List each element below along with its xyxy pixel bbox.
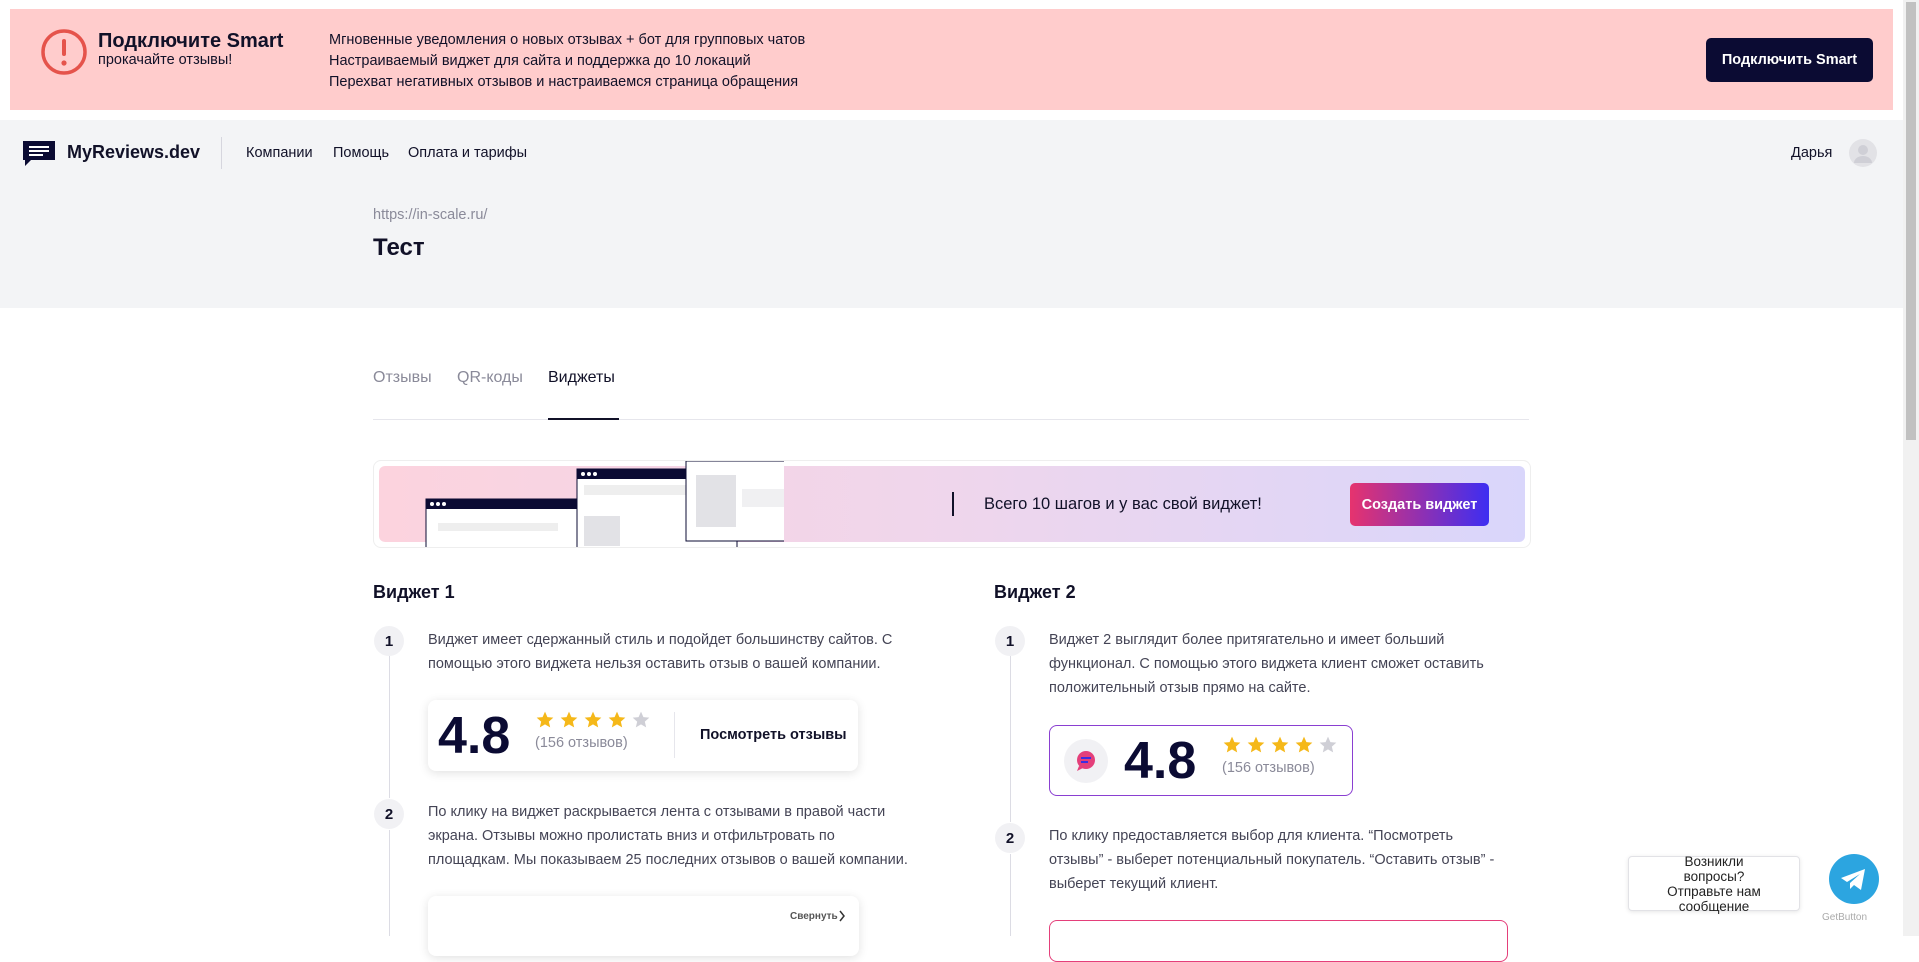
tab-active[interactable]: Виджеты [548, 369, 615, 386]
promo-text: Всего 10 шагов и у вас свой виджет! [984, 495, 1262, 513]
timeline [1010, 854, 1011, 936]
stars [535, 710, 651, 730]
step-number: 1 [374, 626, 404, 656]
smart-banner: Подключите Smart прокачайте отзывы! Мгно… [10, 9, 1893, 110]
step-text: Виджет 2 выглядит более притягательно и … [1049, 632, 1484, 696]
timeline [389, 656, 390, 798]
widget-preview[interactable]: 4.8 (156 отзывов) Посмотреть отзывы [428, 700, 858, 771]
nav-link[interactable]: Оплата и тарифы [408, 145, 528, 161]
feed-preview: Свернуть [428, 896, 859, 956]
step-text: Виджет имеет сдержанный стиль и подойдет… [428, 632, 893, 672]
step-text: По клику предоставляется выбор для клиен… [1049, 828, 1495, 892]
create-widget-button[interactable]: Создать виджет [1350, 483, 1489, 526]
feature: Перехват негативных отзывов и настраивае… [329, 74, 799, 90]
feature: Мгновенные уведомления о новых отзывах +… [329, 32, 806, 48]
reviews-count: (156 отзывов) [535, 735, 628, 751]
card-separator [674, 712, 675, 758]
widget-preview[interactable]: 4.8 (156 отзывов) [1049, 725, 1353, 796]
getbutton-brand[interactable]: GetButton [1822, 912, 1868, 923]
feature: Настраиваемый виджет для сайта и поддерж… [329, 53, 751, 69]
promo-separator [952, 492, 954, 516]
rating: 4.8 [1124, 732, 1197, 790]
smart-button[interactable]: Подключить Smart [1706, 38, 1873, 82]
logo-icon [23, 141, 55, 166]
nav-link[interactable]: Компании [246, 145, 313, 161]
reviews-count: (156 отзывов) [1222, 760, 1315, 776]
banner-subtitle: прокачайте отзывы! [98, 52, 233, 68]
promo: Всего 10 шагов и у вас свой виджет! Созд… [373, 460, 1531, 548]
scrollbar-thumb[interactable] [1906, 2, 1916, 440]
header: MyReviews.dev Компании Помощь Оплата и т… [0, 120, 1903, 308]
telegram-button[interactable] [1829, 854, 1879, 904]
view-reviews[interactable]: Посмотреть отзывы [700, 727, 847, 743]
widget-title: Виджет 1 [373, 582, 455, 602]
alert-icon [41, 29, 87, 75]
chat-tooltip[interactable]: Возникли вопросы? Отправьте нам сообщени… [1628, 853, 1800, 914]
chat-text: Возникли вопросы? Отправьте нам сообщени… [1667, 853, 1761, 914]
tab[interactable]: QR-коды [457, 369, 523, 386]
step-number: 1 [995, 626, 1025, 656]
promo-illustration [425, 461, 784, 547]
timeline [1010, 656, 1011, 822]
widget-title: Виджет 2 [994, 582, 1076, 602]
user-name[interactable]: Дарья [1791, 145, 1833, 161]
scrollbar[interactable] [1903, 0, 1919, 936]
stars [1222, 735, 1338, 755]
widget-preview-2 [1049, 920, 1508, 962]
tabs-divider [373, 419, 1529, 420]
company-url[interactable]: https://in-scale.ru/ [373, 207, 488, 223]
banner-features: Мгновенные уведомления о новых отзывах +… [329, 30, 805, 93]
rating: 4.8 [438, 707, 511, 765]
step-number: 2 [374, 799, 404, 829]
banner-title: Подключите Smart [98, 30, 284, 52]
company-name: Тест [373, 234, 425, 261]
step-text: По клику на виджет раскрывается лента с … [428, 804, 908, 868]
step-number: 2 [995, 823, 1025, 853]
nav-link[interactable]: Помощь [333, 145, 390, 161]
timeline [389, 830, 390, 936]
collapse-link[interactable]: Свернуть [790, 911, 838, 922]
tab[interactable]: Отзывы [373, 369, 432, 386]
nav-separator [221, 137, 222, 169]
avatar[interactable] [1849, 139, 1877, 167]
tab-underline [548, 418, 619, 420]
chevron [839, 910, 845, 922]
widget-icon [1064, 739, 1108, 783]
logo-text[interactable]: MyReviews.dev [67, 142, 201, 162]
